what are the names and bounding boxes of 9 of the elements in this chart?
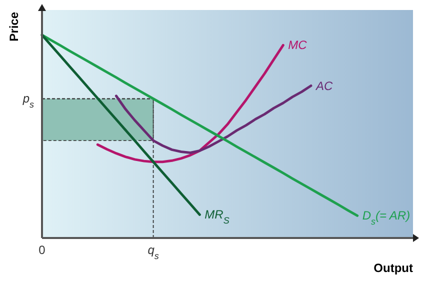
- x-tick-label: 0: [38, 243, 46, 257]
- y-axis-title: Price: [7, 12, 21, 42]
- x-tick-label: q$_{s}$: [148, 243, 160, 261]
- series-label: MC: [288, 38, 308, 52]
- series-label: AC: [314, 78, 333, 93]
- ref-line-label: p$_{s}$: [22, 92, 34, 110]
- series-label: D$_{s}$(= AR): [362, 208, 410, 227]
- series-label: MR$_{S}$: [204, 208, 230, 226]
- x-axis-title: Output: [374, 261, 413, 275]
